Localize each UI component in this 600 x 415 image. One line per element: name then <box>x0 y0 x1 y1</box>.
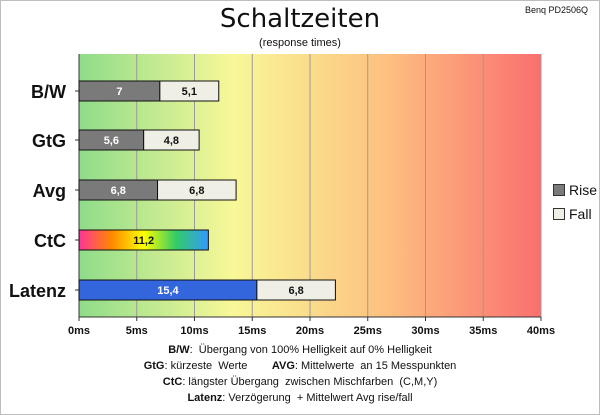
note-gtg-key: GtG <box>143 360 165 372</box>
note-latenz-key: Latenz <box>187 392 223 404</box>
bar-rise-label: 5,6 <box>104 135 119 147</box>
x-tick-label: 35ms <box>469 325 497 337</box>
chart-legend: Rise Fall <box>553 178 597 226</box>
x-tick-label: 10ms <box>180 325 208 337</box>
note-gtg-avg: GtG: kürzeste Werte AVG: Mittelwerte an … <box>0 358 600 374</box>
x-tick-label: 5ms <box>126 325 148 337</box>
x-tick-label: 20ms <box>296 325 324 337</box>
bar-rise-label: 6,8 <box>111 185 126 197</box>
bar-fall <box>159 80 220 102</box>
bar-fall-label: 6,8 <box>288 285 303 297</box>
note-ctc-text: : längster Übergang zwischen Mischfarben… <box>182 376 438 388</box>
note-gtg-text: : kürzeste Werte <box>164 360 272 372</box>
legend-label-fall: Fall <box>569 206 592 222</box>
x-tick-label: 40ms <box>527 325 555 337</box>
bar-fall-label: 6,8 <box>189 185 204 197</box>
legend-swatch-fall <box>553 208 565 220</box>
x-tick-label: 15ms <box>238 325 266 337</box>
chart-subtitle: (response times) <box>259 37 341 49</box>
legend-label-rise: Rise <box>569 182 598 198</box>
note-latenz-text: : Verzögerung + Mittelwert Avg rise/fall <box>222 392 413 404</box>
x-tick-label: 30ms <box>411 325 439 337</box>
note-avg-key: AVG <box>271 360 295 372</box>
chart-title: Schaltzeiten <box>219 4 381 34</box>
x-tick-label: 0ms <box>68 325 90 337</box>
bar-rise-label: 7 <box>116 86 122 98</box>
category-label: CtC <box>34 231 66 251</box>
category-label: B/W <box>31 82 66 102</box>
bar-fall <box>143 129 200 151</box>
legend-item-rise: Rise <box>553 178 597 202</box>
legend-item-fall: Fall <box>553 202 597 226</box>
bar-fall-label: 4,8 <box>164 135 179 147</box>
category-label: GtG <box>32 131 66 151</box>
bar-rise-label: 15,4 <box>157 285 179 297</box>
note-bw-text: : Übergang von 100% Helligkeit auf 0% He… <box>189 344 432 356</box>
bar-rise-label: 11,2 <box>133 235 154 247</box>
note-ctc-key: CtC <box>162 376 183 388</box>
note-ctc: CtC: längster Übergang zwischen Mischfar… <box>0 374 600 390</box>
note-bw-key: B/W <box>168 344 190 356</box>
bar-rise <box>78 229 209 251</box>
x-tick-label: 25ms <box>354 325 382 337</box>
bar-fall-label: 5,1 <box>182 86 197 98</box>
legend-swatch-rise <box>553 184 565 196</box>
note-latenz: Latenz: Verzögerung + Mittelwert Avg ris… <box>0 390 600 406</box>
note-bw: B/W: Übergang von 100% Helligkeit auf 0%… <box>0 342 600 358</box>
note-avg-text: : Mittelwerte an 15 Messpunkten <box>294 360 457 372</box>
bar-fall <box>256 279 336 301</box>
bar-fall <box>157 179 237 201</box>
category-label: Latenz <box>9 281 66 301</box>
monitor-model: Benq PD2506Q <box>524 5 588 15</box>
chart-notes: B/W: Übergang von 100% Helligkeit auf 0%… <box>0 342 600 406</box>
category-label: Avg <box>33 181 66 201</box>
